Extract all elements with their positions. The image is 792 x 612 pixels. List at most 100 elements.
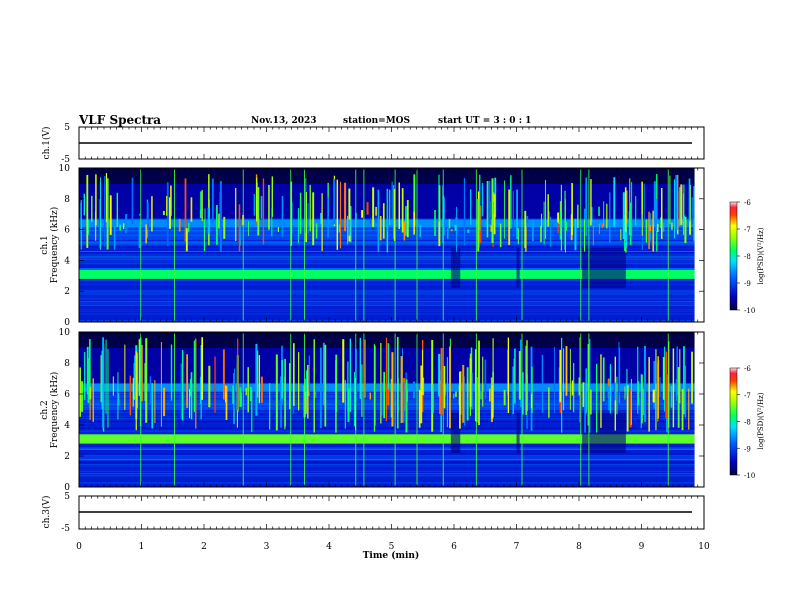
spectrogram-cell xyxy=(79,332,695,337)
ch1-ylabel-channel: ch.1 xyxy=(40,235,50,254)
station-label: station=MOS xyxy=(343,116,411,126)
spectrogram-hline xyxy=(79,263,695,265)
spectrogram-cell xyxy=(79,479,695,484)
spectrogram-burst xyxy=(477,199,480,252)
spectrogram-burst xyxy=(222,349,225,400)
spectrogram-band xyxy=(79,473,695,476)
spectrogram-burst xyxy=(672,348,675,428)
spectrogram-burst xyxy=(578,377,581,396)
spectrogram-cell xyxy=(79,444,695,449)
spectrogram-burst xyxy=(574,218,577,251)
ytick-label: 6 xyxy=(64,226,70,236)
colorbar-tick-label: -9 xyxy=(744,280,751,288)
spectrogram-burst xyxy=(565,222,568,231)
spectrogram-burst xyxy=(166,195,168,216)
spectrogram-burst xyxy=(521,372,524,415)
spectrogram-hline xyxy=(79,423,695,425)
spectrogram-burst xyxy=(443,365,446,409)
spectrogram-burst xyxy=(372,187,375,228)
spectrogram-burst xyxy=(344,380,346,429)
spectrogram-hline xyxy=(79,268,695,269)
spectrogram-burst xyxy=(369,392,371,400)
spectrogram-burst xyxy=(138,339,141,396)
spectrogram-burst xyxy=(80,199,82,250)
spectrogram-hline xyxy=(79,252,695,254)
spectrogram-burst xyxy=(512,190,514,237)
spectrogram-burst xyxy=(257,350,259,398)
spectrogram-hline xyxy=(79,260,695,262)
spectrogram-hline xyxy=(79,473,695,474)
spectrogram-burst xyxy=(135,351,137,431)
spectrogram-burst xyxy=(383,372,386,419)
spectrogram-burst xyxy=(493,194,496,235)
spectrogram-hline xyxy=(79,460,695,462)
spectrogram-cell xyxy=(79,264,695,269)
ch1-spectrogram-ticks xyxy=(78,168,705,322)
ch1-ylabel-frequency: Frequency (kHz) xyxy=(49,207,60,284)
xtick-label: 0 xyxy=(76,542,82,552)
spectrogram-hline xyxy=(79,264,695,266)
spectrogram-hline xyxy=(79,424,695,425)
spectrogram-burst xyxy=(239,228,242,241)
spectrogram-burst xyxy=(268,184,270,230)
spectrogram-burst xyxy=(162,210,165,216)
spectrogram-burst xyxy=(628,211,631,235)
ytick-label: 10 xyxy=(59,164,71,174)
spectrogram-burst xyxy=(653,181,656,225)
spectrogram-burst xyxy=(304,378,306,416)
spectrogram-burst xyxy=(602,357,605,402)
ch1-colorbar xyxy=(729,201,738,311)
spectrogram-sferic xyxy=(667,333,669,486)
spectrogram-cell xyxy=(79,171,695,177)
spectrogram-hline xyxy=(79,255,695,257)
spectrogram-burst xyxy=(199,209,202,219)
spectrogram-burst xyxy=(320,213,322,224)
spectrogram-burst xyxy=(400,356,403,423)
spectrogram-burst xyxy=(214,356,216,413)
spectrogram-burst xyxy=(387,389,390,406)
spectrogram-burst xyxy=(640,373,642,429)
spectrogram-burst xyxy=(438,174,440,222)
spectrogram-burst xyxy=(313,339,315,433)
spectrogram-burst xyxy=(129,375,132,416)
spectrogram-hline xyxy=(79,258,695,260)
spectrogram-cell xyxy=(79,428,695,434)
spectrogram-hline xyxy=(79,453,695,455)
spectrogram-burst xyxy=(208,365,211,408)
spectrogram-burst xyxy=(349,338,352,412)
spectrogram-burst xyxy=(106,178,109,250)
spectrogram-burst xyxy=(195,338,197,429)
spectrogram-hline xyxy=(79,251,695,253)
xtick-label: 8 xyxy=(576,542,582,552)
spectrogram-burst xyxy=(224,385,227,403)
spectrogram-burst xyxy=(184,178,187,242)
spectrogram-burst xyxy=(571,183,573,236)
ch2-spectrogram-panel: 0 2 4 6 8 10 ch.2 Frequency (kHz) -6 -7 -8 -9 -10… xyxy=(40,328,765,493)
spectrogram-burst xyxy=(319,347,322,428)
spectrogram-burst xyxy=(375,206,377,216)
spectrogram-hline xyxy=(79,476,695,477)
spectrogram-burst xyxy=(314,391,317,398)
spectrogram-burst xyxy=(253,193,255,216)
spectrogram-burst xyxy=(391,181,393,225)
ch1-colorbar-ticks: -6 -7 -8 -9 -10 xyxy=(737,199,755,315)
spectrogram-burst xyxy=(606,203,608,229)
spectrogram-burst xyxy=(560,184,563,251)
spectrogram-burst xyxy=(499,223,502,248)
spectrogram-burst xyxy=(375,216,377,223)
spectrogram-burst xyxy=(489,388,491,402)
spectrogram-burst xyxy=(280,376,282,428)
ytick-label: 4 xyxy=(64,256,70,266)
spectrogram-burst xyxy=(386,190,389,232)
spectrogram-burst xyxy=(530,393,533,409)
spectrogram-band xyxy=(79,456,695,460)
spectrogram-sferic xyxy=(416,333,418,486)
spectrogram-burst xyxy=(613,177,616,227)
spectrogram-burst xyxy=(260,376,263,403)
spectrogram-cell xyxy=(79,463,695,469)
spectrogram-burst xyxy=(681,389,684,431)
spectrogram-burst xyxy=(249,386,252,402)
spectrogram-hline xyxy=(79,296,695,298)
spectrogram-burst xyxy=(482,356,484,407)
spectrogram-burst xyxy=(459,371,461,429)
